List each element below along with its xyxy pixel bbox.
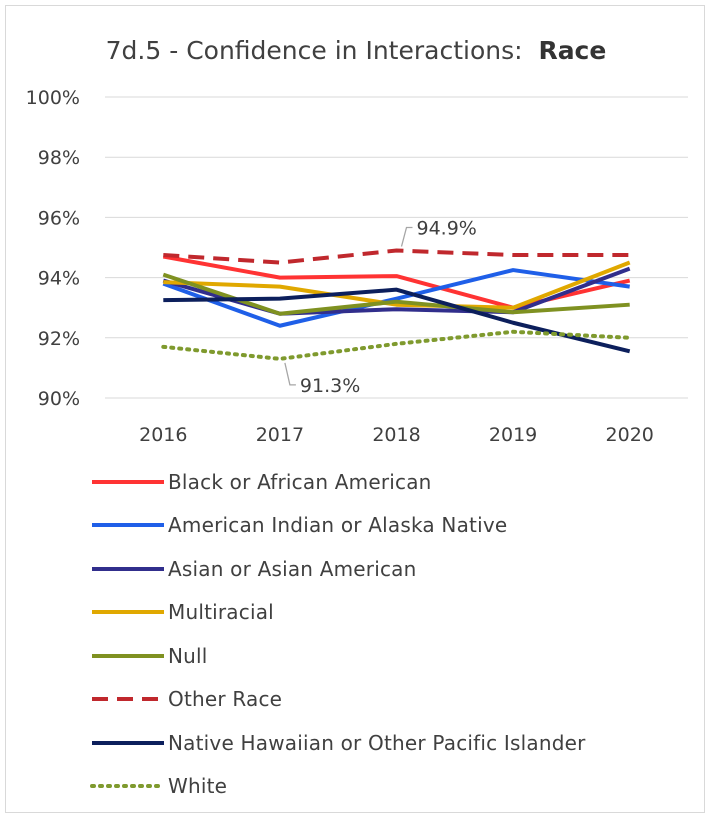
legend-label: Multiracial — [168, 600, 274, 625]
data-label: 91.3% — [300, 375, 360, 397]
legend-item: Null — [90, 634, 690, 678]
legend: Black or African American American Indian… — [90, 460, 690, 808]
legend-swatch — [92, 610, 164, 615]
y-tick-label: 94% — [38, 268, 80, 290]
legend-label: Native Hawaiian or Other Pacific Islande… — [168, 730, 586, 755]
chart-title-prefix: 7d.5 - Confidence in Interactions: — [105, 36, 523, 65]
legend-swatch — [90, 784, 166, 789]
x-axis-ticks: 2016 2017 2018 2019 2020 — [139, 424, 654, 446]
legend-label: Null — [168, 643, 208, 668]
x-tick-label: 2016 — [139, 424, 187, 446]
chart-title-bold: Race — [538, 36, 607, 65]
y-tick-label: 92% — [38, 328, 80, 350]
legend-label: Other Race — [168, 687, 283, 712]
chart-title: 7d.5 - Confidence in Interactions: Race — [0, 36, 712, 65]
legend-swatch — [92, 479, 164, 484]
legend-item: Native Hawaiian or Other Pacific Islande… — [90, 721, 690, 765]
y-tick-label: 96% — [38, 207, 80, 229]
y-axis-ticks: 100% 98% 96% 94% 92% 90% — [26, 87, 80, 410]
legend-item: Asian or Asian American — [90, 547, 690, 591]
data-label: 94.9% — [417, 218, 477, 240]
legend-item: Other Race — [90, 678, 690, 722]
series-line — [162, 268, 630, 328]
legend-item: American Indian or Alaska Native — [90, 504, 690, 548]
y-tick-label: 100% — [26, 87, 80, 109]
legend-swatch — [92, 740, 164, 745]
legend-item: Black or African American — [90, 460, 690, 504]
gridlines — [105, 96, 688, 399]
x-tick-label: 2019 — [489, 424, 537, 446]
series-line — [161, 329, 632, 361]
legend-label: White — [168, 774, 228, 799]
chart-plot: 100% 98% 96% 94% 92% 90% 2016 2017 2018 2019 2020… — [26, 87, 688, 446]
legend-label: Black or African American — [168, 469, 432, 494]
legend-swatch — [92, 697, 164, 702]
x-tick-label: 2020 — [606, 424, 654, 446]
legend-item: Multiracial — [90, 591, 690, 635]
chart-frame — [5, 5, 705, 813]
y-tick-label: 98% — [38, 147, 80, 169]
series-line — [163, 248, 630, 265]
series-lines — [161, 248, 632, 361]
annotation-leader — [400, 226, 413, 247]
x-tick-label: 2017 — [256, 424, 304, 446]
legend-swatch — [92, 653, 164, 658]
y-tick-label: 90% — [38, 388, 80, 410]
legend-swatch — [92, 566, 164, 571]
x-tick-label: 2018 — [372, 424, 420, 446]
legend-label: American Indian or Alaska Native — [168, 513, 508, 538]
annotation-leader — [284, 362, 296, 386]
series-line — [163, 260, 631, 310]
legend-item: White — [90, 765, 690, 809]
legend-swatch — [92, 523, 164, 528]
legend-label: Asian or Asian American — [168, 556, 417, 581]
annotations: 94.9% 91.3% — [284, 218, 477, 397]
